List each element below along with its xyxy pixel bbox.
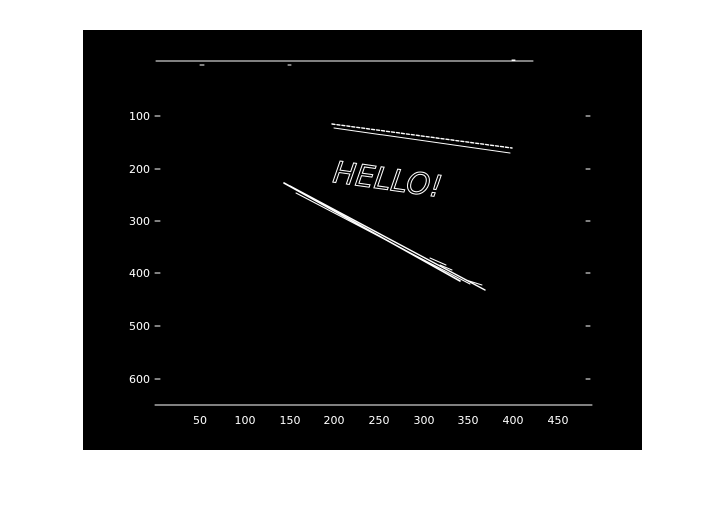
y-tick-label: 400 — [129, 267, 150, 280]
x-tick-label: 450 — [548, 414, 569, 427]
x-tick-label: 200 — [324, 414, 345, 427]
dotted-edge-row — [331, 123, 513, 149]
plot-panel — [83, 30, 642, 450]
x-tick-label: 50 — [193, 414, 207, 427]
y-ticks-right — [585, 115, 591, 380]
x-tick-label: 250 — [369, 414, 390, 427]
diagonal-edge-fragment — [429, 257, 483, 286]
x-tick-label: 300 — [414, 414, 435, 427]
diagonal-edge-line — [289, 185, 486, 291]
x-tick-label: 150 — [280, 414, 301, 427]
x-tick-label: 100 — [235, 414, 256, 427]
y-tick-label: 500 — [129, 320, 150, 333]
y-tick-label: 100 — [129, 110, 150, 123]
y-tick-label: 200 — [129, 163, 150, 176]
x-tick-label: 400 — [503, 414, 524, 427]
diagonal-edge-line — [283, 182, 461, 282]
y-tick-label: 600 — [129, 373, 150, 386]
dotted-edge-row — [333, 127, 511, 154]
y-tick-label: 300 — [129, 215, 150, 228]
x-tick-label: 350 — [458, 414, 479, 427]
y-ticks-left — [154, 115, 161, 380]
diagonal-edge-line — [295, 192, 471, 285]
